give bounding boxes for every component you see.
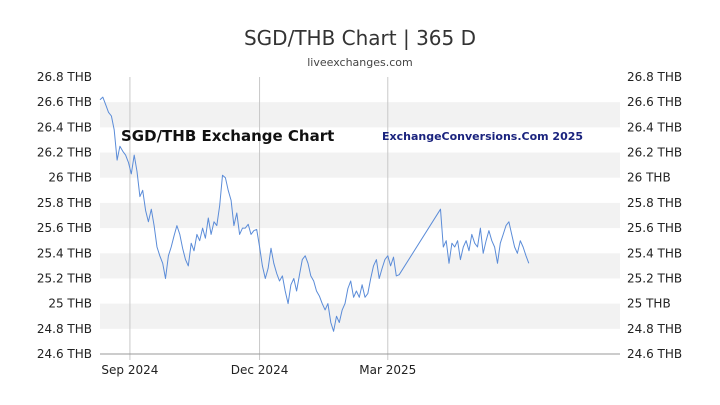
watermark-site-label: ExchangeConversions.Com 2025: [382, 130, 583, 143]
y-tick-label-left: 25.6 THB: [37, 221, 92, 235]
y-tick-label-left: 26.2 THB: [37, 146, 92, 160]
y-tick-label-right: 24.6 THB: [627, 347, 682, 361]
y-tick-label-left: 26.4 THB: [37, 120, 92, 134]
x-axis: Sep 2024 Dec 2024 Mar 2025: [101, 363, 416, 377]
chart-title: SGD/THB Chart | 365 D: [243, 26, 476, 50]
y-tick-label-left: 26.8 THB: [37, 70, 92, 84]
y-tick-label-right: 26.6 THB: [627, 95, 682, 109]
chart-source: liveexchanges.com: [307, 56, 413, 69]
y-tick-label-right: 25.4 THB: [627, 246, 682, 260]
series-line: [99, 96, 530, 332]
grid-bands: [100, 102, 620, 329]
x-tick-label: Mar 2025: [359, 363, 416, 377]
watermark-chart-label: SGD/THB Exchange Chart: [121, 127, 334, 145]
y-tick-label-right: 26.8 THB: [627, 70, 682, 84]
series-layer: [99, 96, 530, 332]
x-tick-label: Sep 2024: [101, 363, 158, 377]
y-tick-label-left: 26 THB: [48, 171, 92, 185]
grid-band: [100, 303, 620, 329]
y-tick-label-left: 25.4 THB: [37, 246, 92, 260]
y-axis-left: 26.8 THB 26.6 THB 26.4 THB 26.2 THB 26 THB 25…: [37, 70, 92, 361]
grid-band: [100, 152, 620, 178]
y-tick-label-right: 24.8 THB: [627, 322, 682, 336]
y-tick-label-left: 24.6 THB: [37, 347, 92, 361]
y-tick-label-right: 25.2 THB: [627, 271, 682, 285]
y-tick-label-left: 25.2 THB: [37, 271, 92, 285]
y-tick-label-right: 25.6 THB: [627, 221, 682, 235]
y-axis-right: 26.8 THB 26.6 THB 26.4 THB 26.2 THB 26 THB 25…: [627, 70, 682, 361]
grid-band: [100, 253, 620, 279]
y-tick-label-left: 25 THB: [48, 297, 92, 311]
y-tick-label-left: 25.8 THB: [37, 196, 92, 210]
y-tick-label-right: 26.2 THB: [627, 146, 682, 160]
x-tick-label: Dec 2024: [231, 363, 289, 377]
y-tick-label-right: 26 THB: [627, 171, 671, 185]
grid-band: [100, 102, 620, 128]
y-tick-label-left: 24.8 THB: [37, 322, 92, 336]
grid-band: [100, 202, 620, 229]
y-tick-label-left: 26.6 THB: [37, 95, 92, 109]
y-tick-label-right: 26.4 THB: [627, 120, 682, 134]
vertical-gridlines: [129, 77, 389, 360]
y-tick-label-right: 25.8 THB: [627, 196, 682, 210]
y-tick-label-right: 25 THB: [627, 297, 671, 311]
